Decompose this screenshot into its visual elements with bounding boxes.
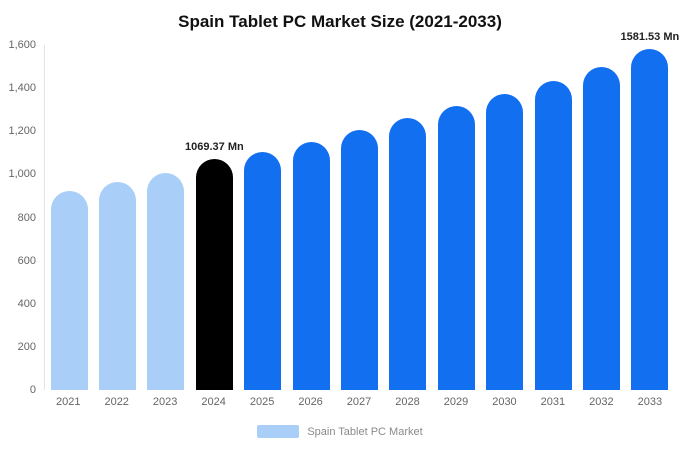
chart-title: Spain Tablet PC Market Size (2021-2033) [178,12,502,31]
x-tick-2031: 2031 [540,396,566,408]
bar-column-2026 [287,45,335,390]
bar-2029[interactable] [437,105,475,390]
bar-2024[interactable] [195,159,233,390]
bar-2028[interactable] [389,117,427,390]
x-tick-2033: 2033 [637,396,663,408]
data-label-2033: 1581.53 Mn [620,30,680,43]
y-tick-400: 400 [17,297,36,310]
x-tick-2030: 2030 [492,396,517,408]
y-tick-1400: 1,400 [8,82,36,95]
x-tick-2025: 2025 [249,396,275,408]
x-axis: 2021 2022 2023 2024 2025 2026 2027 2028 2029 2030… [44,396,674,408]
bar-2021[interactable] [50,190,88,390]
legend[interactable]: Spain Tablet PC Market [0,425,680,438]
x-tick-2026: 2026 [298,396,323,408]
data-label-2024: 1069.37 Mn [185,141,244,154]
x-tick-2032: 2032 [589,396,614,408]
legend-swatch[interactable] [257,425,300,438]
y-tick-200: 200 [17,340,36,353]
bar-2033[interactable] [631,48,669,390]
bar-column-2029 [432,45,480,390]
bar-column-2024: 1069.37 Mn [185,45,244,390]
legend-label[interactable]: Spain Tablet PC Market [307,425,423,438]
bars-area: 1069.37 Mn 1581.53 Mn [44,31,679,390]
x-tick-2027: 2027 [346,396,372,408]
y-axis: 0 200 400 600 800 1,000 1,200 1,400 1,600 [0,39,40,396]
bar-column-2025 [239,45,287,390]
bar-column-2022 [93,45,141,390]
x-tick-2023: 2023 [152,396,178,408]
bar-2022[interactable] [99,182,137,390]
bar-2026[interactable] [292,142,330,390]
bar-column-2032 [577,45,625,390]
y-tick-600: 600 [17,254,36,267]
y-tick-1200: 1,200 [8,125,36,138]
y-tick-1600: 1,600 [8,39,36,51]
y-tick-1000: 1,000 [8,168,36,181]
y-tick-800: 800 [17,211,36,224]
x-tick-2022: 2022 [104,396,129,408]
x-tick-2021: 2021 [55,396,81,408]
y-tick-0: 0 [29,384,36,396]
plot-area: 0 200 400 600 800 1,000 1,200 1,400 1,600 1069.3… [0,31,680,396]
x-tick-2029: 2029 [443,396,469,408]
bar-column-2031 [529,45,577,390]
bar-column-2027 [335,45,383,390]
bar-2025[interactable] [244,151,282,390]
bar-column-2023 [142,45,190,390]
bar-column-2021 [45,45,93,390]
bar-column-2033: 1581.53 Mn [621,31,679,390]
x-tick-2024: 2024 [201,396,226,408]
bar-2030[interactable] [486,93,524,390]
bar-2027[interactable] [341,129,379,390]
bar-column-2030 [481,45,529,390]
x-tick-2028: 2028 [395,396,420,408]
bar-2023[interactable] [147,172,185,390]
bar-2031[interactable] [534,80,572,390]
bar-2032[interactable] [582,66,620,390]
bar-column-2028 [384,45,432,390]
